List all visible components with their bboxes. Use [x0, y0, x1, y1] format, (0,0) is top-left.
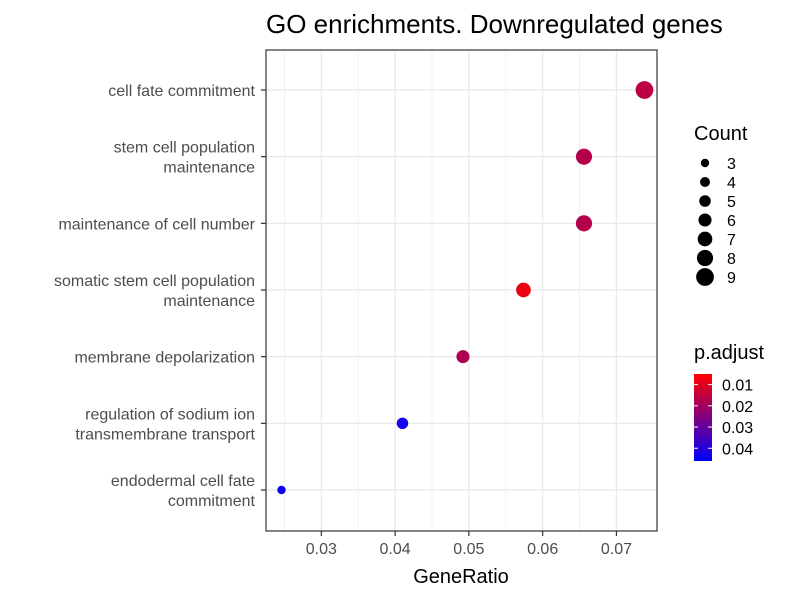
count-legend-key	[700, 177, 710, 187]
x-tick-label: 0.06	[527, 541, 558, 558]
count-legend-key	[697, 231, 713, 247]
count-legend-key	[699, 195, 711, 207]
count-legend-label: 7	[727, 232, 736, 249]
x-tick-label: 0.04	[380, 541, 411, 558]
y-tick-label: maintenance of cell number	[58, 216, 255, 233]
p-adjust-legend: p.adjust 0.01 0.02 0.03 0.04	[694, 342, 764, 461]
chart-title: GO enrichments. Downregulated genes	[266, 9, 723, 39]
p-adjust-legend-label: 0.03	[722, 420, 753, 437]
data-point	[575, 215, 593, 232]
data-point	[277, 485, 286, 495]
count-legend: Count 3 4 5 6 7 8 9	[694, 123, 748, 287]
x-tick-label: 0.03	[306, 541, 337, 558]
count-legend-key	[698, 213, 712, 227]
count-legend-label: 8	[727, 251, 736, 268]
count-legend-label: 5	[727, 194, 736, 211]
y-tick-label: endodermal cell fate commitment	[111, 473, 256, 510]
data-point	[396, 417, 409, 430]
p-adjust-color-bar	[694, 374, 712, 461]
count-legend-title: Count	[694, 123, 748, 145]
plot-panel	[265, 49, 658, 532]
y-axis-labels: cell fate commitment stem cell population…	[54, 83, 266, 510]
count-legend-key	[696, 268, 714, 286]
p-adjust-legend-title: p.adjust	[694, 342, 764, 364]
y-tick-label: regulation of sodium ion transmembrane tr…	[75, 406, 255, 443]
count-legend-key	[696, 249, 714, 267]
x-tick-label: 0.05	[453, 541, 484, 558]
data-point	[635, 81, 654, 99]
data-point	[456, 350, 470, 364]
data-point	[516, 282, 531, 298]
p-adjust-legend-label: 0.01	[722, 378, 753, 395]
y-tick-label: cell fate commitment	[108, 83, 255, 100]
count-legend-label: 4	[727, 175, 736, 192]
count-legend-label: 9	[727, 270, 736, 287]
x-axis-labels: 0.03 0.04 0.05 0.06 0.07	[306, 531, 632, 558]
p-adjust-legend-label: 0.02	[722, 399, 753, 416]
count-legend-label: 6	[727, 213, 736, 230]
p-adjust-legend-label: 0.04	[722, 441, 753, 458]
y-tick-label: somatic stem cell population maintenance	[54, 273, 255, 310]
x-tick-label: 0.07	[601, 541, 632, 558]
count-legend-key	[700, 158, 710, 168]
y-tick-label: stem cell population maintenance	[114, 140, 256, 177]
x-axis-title: GeneRatio	[413, 566, 509, 588]
y-tick-label: membrane depolarization	[74, 350, 255, 367]
data-point	[575, 148, 593, 165]
count-legend-label: 3	[727, 156, 736, 173]
